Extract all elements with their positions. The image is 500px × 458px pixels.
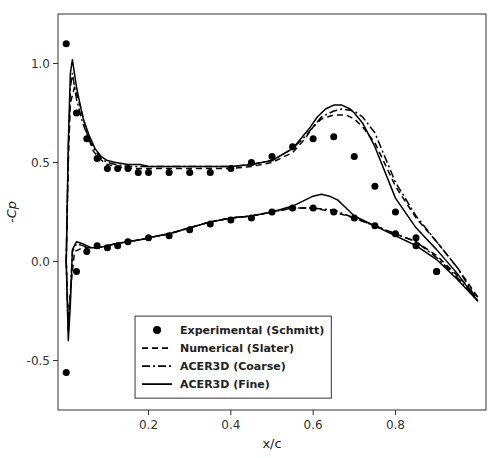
data-point: [145, 234, 152, 241]
data-point: [227, 216, 234, 223]
axes: 0.2 0.4 0.6 0.8 -0.5 0.0 0.5 1.0: [27, 14, 486, 432]
x-tick-label: 0.6: [304, 418, 323, 432]
data-line: [66, 208, 478, 321]
legend-item: Experimental (Schmitt): [153, 324, 324, 337]
legend-box: [135, 316, 331, 398]
y-tick: [53, 162, 58, 163]
data-point: [371, 183, 378, 190]
background: [0, 0, 500, 458]
data-point: [392, 230, 399, 237]
data-point: [310, 135, 317, 142]
x-tick-label: 0.4: [221, 418, 240, 432]
data-point: [227, 165, 234, 172]
data-point: [186, 226, 193, 233]
data-point: [433, 268, 440, 275]
legend-item: Numerical (Slater): [142, 342, 294, 355]
data-line: [66, 73, 478, 301]
data-point: [63, 369, 70, 376]
x-tick: [148, 410, 149, 415]
data-point: [371, 222, 378, 229]
legend-label: Experimental (Schmitt): [180, 324, 324, 337]
legend-swatch: [153, 326, 161, 334]
data-line: [66, 60, 478, 302]
data-point: [73, 110, 80, 117]
data-point: [351, 214, 358, 221]
data-point: [248, 214, 255, 221]
data-point: [392, 209, 399, 216]
legend-label: Numerical (Slater): [180, 342, 294, 355]
y-tick: [53, 261, 58, 262]
data-point: [207, 169, 214, 176]
data-point: [94, 242, 101, 249]
x-tick: [313, 410, 314, 415]
points: [63, 40, 440, 376]
data-point: [104, 165, 111, 172]
x-tick: [230, 410, 231, 415]
data-point: [63, 40, 70, 47]
data-point: [351, 153, 358, 160]
x-tick: [395, 410, 396, 415]
y-tick-label: 0.5: [31, 156, 50, 170]
lines: [66, 60, 478, 341]
chart: 0.2 0.4 0.6 0.8 -0.5 0.0 0.5 1.0 x/c -Cp Experimen…: [0, 0, 500, 458]
data-point: [83, 248, 90, 255]
legend-label: ACER3D (Coarse): [180, 360, 286, 373]
y-tick-label: 0.0: [31, 255, 50, 269]
data-point: [248, 159, 255, 166]
data-line: [66, 87, 478, 297]
data-point: [83, 135, 90, 142]
x-tick-label: 0.8: [386, 418, 405, 432]
data-point: [269, 153, 276, 160]
x-axis-label: x/c: [262, 436, 281, 451]
legend-swatch: [142, 347, 172, 349]
data-point: [289, 143, 296, 150]
data-point: [330, 209, 337, 216]
legend-swatch: [142, 383, 172, 385]
y-axis-label: -Cp: [4, 201, 19, 223]
y-tick-label: 1.0: [31, 57, 50, 71]
legend: Experimental (Schmitt) Numerical (Slater)…: [135, 316, 331, 398]
data-point: [114, 165, 121, 172]
legend-label: ACER3D (Fine): [180, 378, 270, 391]
data-point: [114, 242, 121, 249]
legend-swatch: [142, 365, 172, 367]
data-point: [166, 232, 173, 239]
data-point: [135, 169, 142, 176]
data-point: [269, 209, 276, 216]
data-point: [433, 268, 440, 275]
plot-area: [63, 40, 478, 376]
data-line: [66, 208, 478, 331]
data-point: [166, 169, 173, 176]
x-tick-label: 0.2: [139, 418, 158, 432]
data-point: [73, 268, 80, 275]
data-point: [186, 169, 193, 176]
data-point: [124, 165, 131, 172]
legend-item: ACER3D (Fine): [142, 378, 270, 391]
y-tick: [53, 63, 58, 64]
data-point: [413, 234, 420, 241]
data-point: [94, 155, 101, 162]
data-point: [330, 133, 337, 140]
legend-item: ACER3D (Coarse): [142, 360, 286, 373]
data-point: [104, 244, 111, 251]
plot-frame: [58, 14, 486, 410]
data-point: [289, 205, 296, 212]
data-point: [310, 205, 317, 212]
data-point: [413, 242, 420, 249]
data-point: [124, 238, 131, 245]
data-point: [207, 220, 214, 227]
y-tick: [53, 360, 58, 361]
y-tick-label: -0.5: [27, 354, 50, 368]
data-point: [145, 169, 152, 176]
